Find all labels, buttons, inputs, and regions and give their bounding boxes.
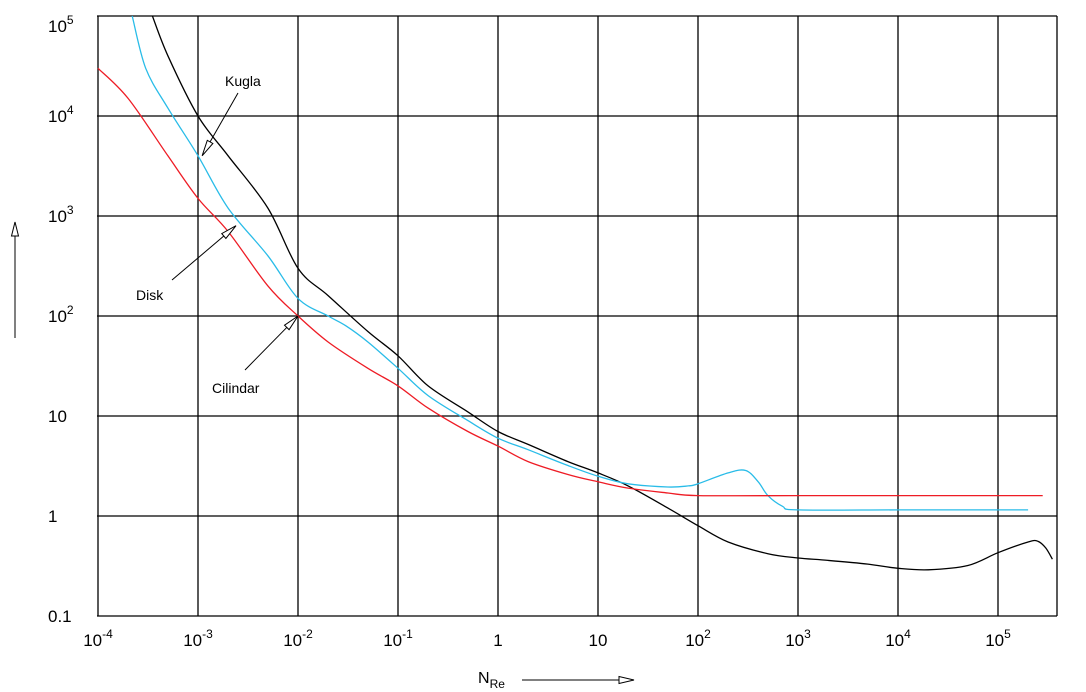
annotation-arrow: [220, 225, 237, 240]
series-cilindar: [97, 67, 1043, 497]
series-layer: [97, 15, 1053, 571]
annotation-arrow: [201, 139, 214, 157]
annotation-label: Disk: [136, 287, 164, 303]
annotation-kugla: Kugla: [201, 73, 261, 157]
y-tick-label: 0.1: [48, 607, 72, 626]
y-tick-label: 102: [48, 303, 74, 326]
y-tick-label: 103: [48, 203, 74, 226]
y-tick-labels: 0.1 1 10 102 103 104 105: [48, 13, 74, 626]
annotation-disk: Disk: [136, 225, 237, 303]
annotation-arrow: [283, 315, 299, 331]
annotation-label: Cilindar: [212, 380, 260, 396]
x-axis-label-sub: Re: [490, 677, 506, 691]
x-tick-label: 105: [985, 627, 1011, 650]
annotation-layer: Kugla Disk Cilindar: [136, 73, 299, 396]
annotation-cilindar: Cilindar: [212, 315, 299, 396]
y-axis-arrow: [10, 221, 20, 338]
x-tick-label: 103: [785, 627, 811, 650]
y-tick-label: 10: [48, 407, 67, 426]
svg-text:NRe: NRe: [478, 670, 505, 691]
x-axis-label-main: N: [478, 670, 490, 687]
annotation-label: Kugla: [225, 73, 261, 89]
x-tick-label: 10-4: [83, 627, 113, 650]
x-tick-label: 10-3: [183, 627, 213, 650]
series-disk: [131, 15, 1029, 511]
x-axis-label: NRe: [478, 670, 635, 691]
x-tick-label: 104: [885, 627, 911, 650]
y-tick-label: 1: [48, 507, 57, 526]
x-tick-label: 102: [685, 627, 711, 650]
y-tick-label: 105: [48, 13, 74, 36]
x-tick-label: 10-2: [283, 627, 313, 650]
grid: [97, 15, 1058, 617]
x-tick-label: 10-1: [383, 627, 413, 650]
y-tick-label: 104: [48, 103, 74, 126]
x-tick-labels: 10-4 10-3 10-2 10-1 1 10 102 103 104 105: [83, 627, 1011, 650]
x-tick-label: 10: [589, 631, 608, 650]
series-kugla: [151, 15, 1053, 571]
x-tick-label: 1: [493, 631, 502, 650]
x-axis-arrow: [618, 675, 635, 685]
